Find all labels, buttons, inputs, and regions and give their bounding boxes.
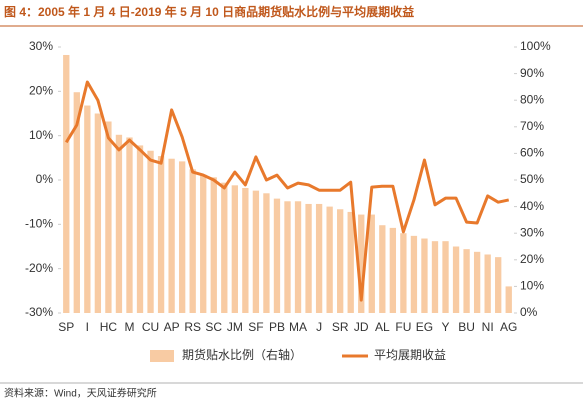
y-tick-label: 20% — [29, 84, 53, 98]
bar — [252, 190, 260, 313]
bar — [136, 145, 144, 313]
y2-tick-label: 90% — [520, 66, 544, 80]
y-tick-label: 0% — [36, 172, 54, 186]
x-tick-label: MA — [289, 320, 307, 334]
x-tick-label: I — [86, 320, 89, 334]
source: 资料来源：Wind，天风证券研究所 — [4, 387, 157, 400]
bar — [115, 134, 123, 313]
x-tick-label: J — [316, 320, 322, 334]
y-tick-label: 10% — [29, 128, 53, 142]
bar — [358, 214, 365, 313]
bar — [84, 105, 91, 314]
bar — [368, 214, 375, 313]
bar — [63, 54, 70, 313]
y2-tick-label: 80% — [520, 92, 544, 106]
y2-tick-label: 10% — [520, 279, 544, 293]
x-tick-label: SR — [332, 320, 349, 334]
line — [64, 80, 510, 302]
bar — [73, 92, 80, 313]
x-tick-label: HC — [100, 320, 118, 334]
x-tick-label: CU — [142, 320, 159, 334]
bar — [473, 251, 481, 313]
y2-tick-label: 70% — [520, 119, 544, 133]
x-tick-label: AL — [375, 320, 390, 334]
bar — [273, 198, 281, 313]
bar — [168, 158, 175, 313]
x-tick-label: PB — [269, 320, 285, 334]
bar — [315, 203, 323, 313]
x-tick-label: SF — [248, 320, 263, 334]
y-tick-label: -10% — [25, 217, 53, 231]
bar — [178, 161, 186, 313]
bar — [263, 193, 270, 313]
bar — [431, 241, 439, 313]
bar — [389, 227, 397, 313]
bar — [347, 211, 354, 313]
bar — [326, 206, 333, 313]
bar — [231, 185, 238, 313]
bar — [442, 241, 449, 313]
y2-tick-label: 30% — [520, 225, 544, 239]
x-tick-label: BU — [458, 320, 475, 334]
y2-tick-label: 20% — [520, 252, 544, 266]
x-tick-label: SC — [205, 320, 222, 334]
bar — [505, 286, 512, 313]
x-tick-label: NI — [482, 320, 494, 334]
y2-tick-label: 0% — [520, 305, 538, 319]
bar — [157, 156, 165, 313]
bar — [94, 113, 102, 313]
bar — [495, 257, 502, 313]
bar — [189, 169, 196, 313]
x-tick-label: JM — [227, 320, 243, 334]
x-tick-label: AP — [164, 320, 180, 334]
bar — [337, 209, 344, 313]
x-tick-label: RS — [184, 320, 201, 334]
x-tick-label: EG — [416, 320, 433, 334]
legend-swatch — [150, 350, 174, 362]
bar — [105, 121, 112, 313]
y-tick-label: 30% — [29, 39, 53, 53]
y-tick-label: -20% — [25, 261, 53, 275]
x-tick-label: AG — [500, 320, 517, 334]
legend-label: 期货贴水比例（右轴） — [182, 347, 302, 362]
bar — [126, 137, 133, 313]
bar — [200, 174, 207, 313]
bar — [284, 201, 291, 313]
bar — [463, 249, 470, 313]
y2-tick-label: 60% — [520, 146, 544, 160]
bar — [242, 187, 249, 313]
x-tick-label: Y — [442, 320, 450, 334]
bar — [421, 238, 428, 313]
chart-title: 图 4：2005 年 1 月 4 日-2019 年 5 月 10 日商品期货贴水… — [4, 4, 414, 19]
bar — [400, 233, 407, 313]
x-tick-label: M — [124, 320, 134, 334]
bar — [305, 203, 312, 313]
bar — [410, 235, 418, 313]
y-tick-label: -30% — [25, 305, 53, 319]
bar — [294, 201, 302, 313]
y2-tick-label: 40% — [520, 199, 544, 213]
bar — [221, 182, 228, 313]
legend-label: 平均展期收益 — [374, 348, 446, 362]
x-tick-label: JD — [354, 320, 369, 334]
bar — [484, 254, 491, 313]
bar — [147, 150, 154, 313]
bar — [379, 225, 386, 313]
x-tick-label: FU — [395, 320, 411, 334]
x-tick-label: SP — [58, 320, 74, 334]
bar — [210, 177, 217, 313]
y2-tick-label: 100% — [520, 39, 551, 53]
y2-tick-label: 50% — [520, 172, 544, 186]
bar — [452, 246, 460, 313]
